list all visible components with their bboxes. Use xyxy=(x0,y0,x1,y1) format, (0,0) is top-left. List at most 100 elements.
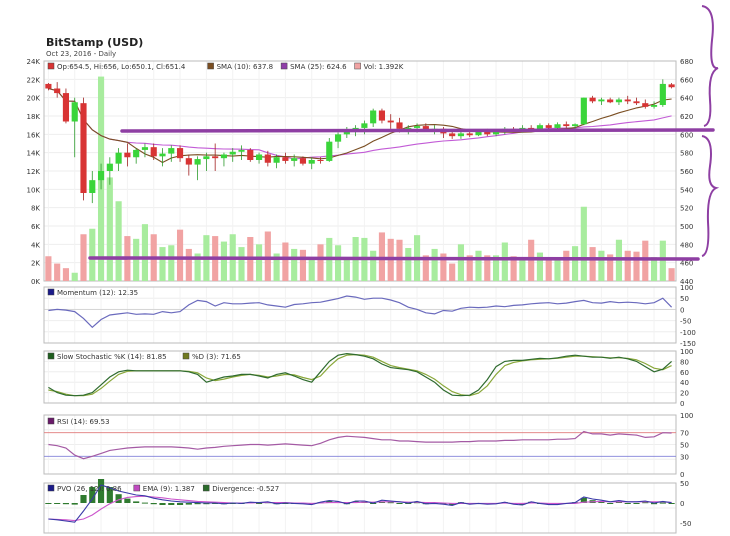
pvo-divergence-bar xyxy=(141,502,149,504)
candle-body xyxy=(220,154,228,159)
panel-frame xyxy=(43,482,677,534)
volume-bar xyxy=(510,256,517,281)
pvo-divergence-bar xyxy=(185,503,192,505)
candle-body xyxy=(624,99,631,102)
pvo-divergence-bar xyxy=(326,501,333,503)
candle-body xyxy=(413,126,421,128)
candle-body xyxy=(396,122,403,129)
y-tick-indicator: 0 xyxy=(680,500,684,508)
y-tick-price: 440 xyxy=(680,278,693,286)
pvo-divergence-bar xyxy=(642,502,649,504)
volume-bar xyxy=(440,253,447,281)
legend-swatch xyxy=(202,484,210,492)
pvo-divergence-bar xyxy=(528,501,535,503)
y-tick-volume: 6K xyxy=(31,223,40,231)
pvo-divergence-bar xyxy=(449,503,456,505)
volume-bar xyxy=(554,259,561,281)
volume-bar xyxy=(466,255,473,281)
pvo-divergence-bar xyxy=(150,503,157,505)
pvo-divergence-bar xyxy=(615,501,623,503)
panel-frame xyxy=(43,286,677,344)
pvo-divergence-bar xyxy=(115,494,122,503)
volume-bar xyxy=(563,250,570,281)
volume-bar xyxy=(159,247,166,281)
candle-body xyxy=(194,159,201,165)
candle-body xyxy=(378,110,386,121)
y-tick-indicator: -50 xyxy=(680,520,691,528)
legend-entry: Divergence: -0.527 xyxy=(212,485,279,493)
y-tick-volume: 0K xyxy=(31,278,40,286)
pvo-divergence-bar xyxy=(633,503,640,504)
y-tick-indicator: 70 xyxy=(680,430,689,438)
y-tick-volume: 2K xyxy=(31,260,40,268)
candle-body xyxy=(176,148,184,159)
y-tick-volume: 20K xyxy=(27,95,41,103)
volume-bar xyxy=(185,248,192,281)
candle-body xyxy=(106,163,113,171)
candle-body xyxy=(229,151,236,155)
candle-body xyxy=(299,158,307,164)
page-subtitle: Oct 23, 2016 - Daily xyxy=(46,50,117,58)
legend-swatch xyxy=(47,62,55,70)
y-tick-price: 680 xyxy=(680,58,693,66)
y-tick-volume: 16K xyxy=(27,131,41,139)
candle-body xyxy=(168,148,175,154)
volume-bar xyxy=(571,246,579,281)
candle-body xyxy=(247,149,254,160)
y-tick-indicator: -50 xyxy=(680,318,691,326)
volume-bar xyxy=(405,248,412,281)
candle-body xyxy=(343,130,350,135)
y-tick-indicator: 100 xyxy=(680,284,693,292)
candle-body xyxy=(80,103,87,193)
candle-body xyxy=(580,97,587,125)
legend-entry: Vol: 1.392K xyxy=(364,63,404,71)
y-tick-indicator: 0 xyxy=(680,400,684,408)
candle-body xyxy=(273,157,280,163)
y-tick-price: 620 xyxy=(680,113,693,121)
pvo-divergence-bar xyxy=(71,503,78,505)
legend-swatch xyxy=(280,62,288,70)
volume-bar xyxy=(317,244,324,281)
y-tick-volume: 22K xyxy=(27,76,41,84)
legend-swatch xyxy=(47,417,55,425)
candle-body xyxy=(571,124,579,127)
pvo-divergence-bar xyxy=(440,503,447,505)
annotation-line-lower xyxy=(88,256,700,261)
candle-body xyxy=(150,147,157,157)
volume-bar xyxy=(650,257,658,281)
candle-body xyxy=(45,83,52,89)
pvo-divergence-bar xyxy=(176,503,184,505)
volume-bar xyxy=(475,250,482,281)
pvo-divergence-bar xyxy=(133,501,140,503)
candle-body xyxy=(466,133,473,136)
legend-entry: %D (3): 71.65 xyxy=(192,353,241,361)
y-tick-indicator: 100 xyxy=(680,412,693,420)
volume-bar xyxy=(624,250,631,281)
pvo-divergence-bar xyxy=(203,503,210,505)
candle-body xyxy=(492,130,500,135)
panel-frame xyxy=(43,414,677,475)
legend-entry: EMA (9): 1.387 xyxy=(143,485,195,493)
y-tick-price: 480 xyxy=(680,241,693,249)
pvo-divergence-bar xyxy=(97,479,105,503)
candle-body xyxy=(97,171,105,181)
y-tick-volume: 14K xyxy=(27,150,41,158)
y-tick-indicator: 50 xyxy=(680,480,689,488)
legend-entry: RSI (14): 69.53 xyxy=(57,418,110,426)
volume-bar xyxy=(589,247,596,281)
y-tick-volume: 24K xyxy=(27,58,41,66)
volume-bar xyxy=(396,239,403,281)
volume-bar xyxy=(431,248,438,281)
candle-body xyxy=(598,99,605,102)
candle-body xyxy=(124,152,131,158)
y-tick-indicator: 0 xyxy=(680,471,684,479)
pvo-divergence-bar xyxy=(124,498,131,503)
momentum-line xyxy=(48,295,673,329)
y-tick-price: 640 xyxy=(680,95,693,103)
y-tick-price: 560 xyxy=(680,168,693,176)
sma-10-line xyxy=(48,87,672,164)
volume-bar xyxy=(80,234,87,281)
volume-bar xyxy=(501,242,508,281)
candle-body xyxy=(71,102,78,122)
